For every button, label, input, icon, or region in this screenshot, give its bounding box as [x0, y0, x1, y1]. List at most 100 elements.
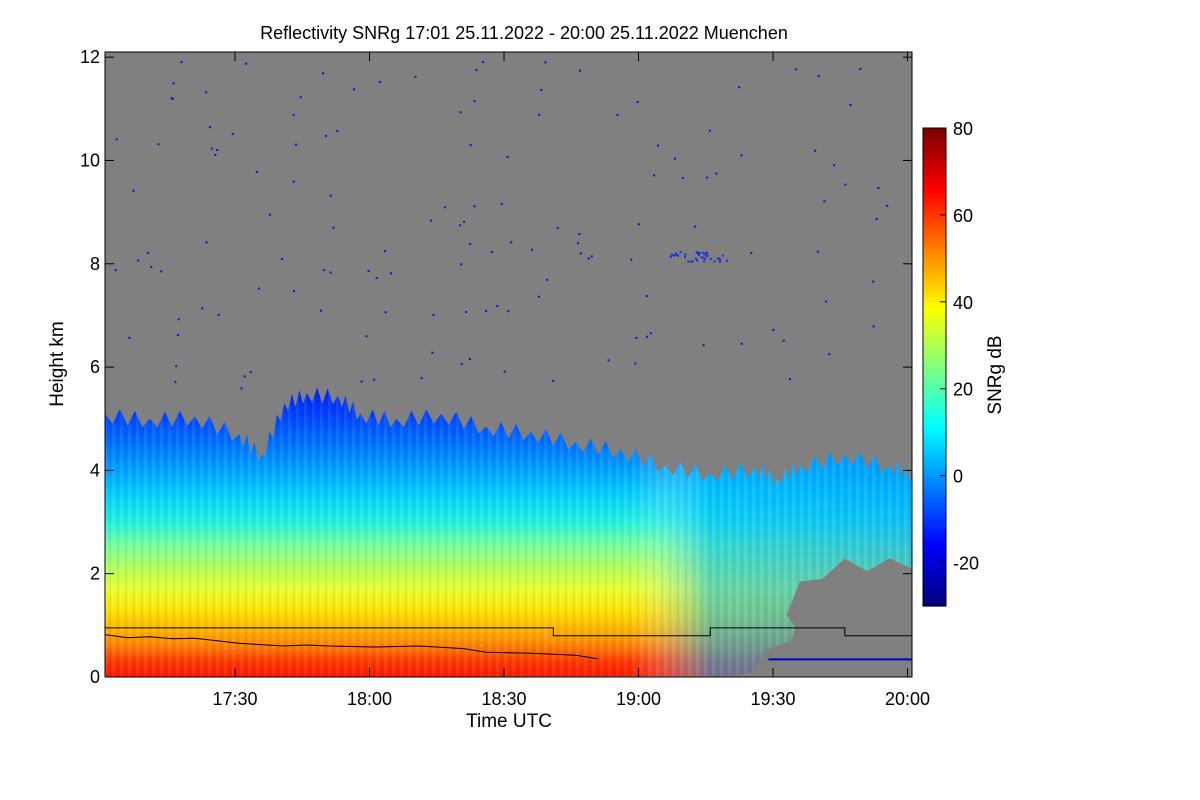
cloud-fragment — [705, 254, 708, 257]
noise-speck — [859, 67, 862, 70]
noise-speck — [216, 149, 219, 151]
noise-speck — [825, 300, 828, 303]
colorbar-band — [923, 141, 946, 146]
y-tick-label: 12 — [80, 47, 100, 67]
colorbar-band — [923, 406, 946, 412]
colorbar-band — [923, 579, 946, 585]
noise-speck — [243, 375, 246, 378]
colorbar-tick-label: 20 — [953, 380, 973, 400]
noise-speck — [365, 335, 368, 338]
x-tick-label: 18:00 — [347, 689, 392, 709]
noise-speck — [325, 134, 327, 137]
y-tick-label: 8 — [90, 254, 100, 274]
colorbar-band — [923, 449, 946, 455]
noise-speck — [322, 72, 325, 75]
cloud-fragment — [675, 254, 677, 257]
colorbar-band — [923, 288, 946, 294]
colorbar-gradient — [923, 128, 946, 607]
noise-speck — [214, 154, 217, 156]
noise-speck — [637, 223, 640, 226]
noise-speck — [280, 258, 283, 260]
colorbar-band — [923, 301, 946, 307]
noise-speck — [414, 75, 417, 78]
colorbar-band — [923, 445, 946, 451]
colorbar-band — [923, 171, 946, 177]
noise-speck — [147, 251, 150, 254]
noise-speck — [694, 225, 697, 228]
colorbar-band — [923, 532, 946, 538]
cloud-fragment — [718, 258, 720, 261]
noise-speck — [249, 371, 252, 374]
colorbar-band — [923, 254, 946, 259]
noise-speck — [201, 307, 204, 310]
colorbar-band — [923, 423, 946, 429]
noise-speck — [245, 62, 248, 65]
cloud-fragment — [670, 253, 673, 256]
cloud-fragment — [704, 252, 707, 255]
noise-speck — [292, 180, 295, 183]
cloud-fragment — [719, 261, 721, 263]
colorbar-band — [923, 397, 946, 403]
noise-speck — [332, 226, 335, 229]
colorbar-band — [923, 197, 946, 203]
colorbar-band — [923, 414, 946, 420]
noise-speck — [740, 342, 743, 345]
noise-speck — [171, 97, 174, 100]
noise-speck — [177, 318, 180, 321]
noise-speck — [170, 97, 173, 100]
noise-speck — [375, 277, 378, 280]
cloud-fragment — [691, 260, 694, 263]
noise-speck — [789, 378, 791, 381]
noise-speck — [157, 143, 160, 146]
noise-speck — [473, 205, 476, 208]
noise-speck — [459, 111, 462, 114]
noise-speck — [531, 248, 533, 251]
cloud-fragment — [703, 260, 706, 263]
noise-speck — [630, 258, 633, 261]
colorbar-band — [923, 375, 946, 381]
noise-speck — [844, 183, 847, 186]
colorbar-tick-label: 80 — [953, 119, 973, 139]
y-tick-label: 10 — [80, 150, 100, 170]
colorbar-band — [923, 297, 946, 303]
noise-speck — [738, 86, 741, 89]
noise-speck — [432, 314, 435, 317]
noise-speck — [579, 252, 582, 255]
colorbar-band — [923, 149, 946, 155]
cloud-fragment — [713, 260, 716, 263]
colorbar-band — [923, 458, 946, 464]
noise-speck — [877, 186, 880, 189]
y-tick-label: 4 — [90, 460, 100, 480]
noise-speck — [329, 194, 332, 197]
colorbar-band — [923, 262, 946, 268]
colorbar-band — [923, 258, 946, 264]
noise-speck — [115, 138, 118, 141]
colorbar-band — [923, 519, 946, 525]
colorbar-band — [923, 488, 946, 494]
colorbar-band — [923, 284, 946, 290]
colorbar-band — [923, 275, 946, 281]
noise-speck — [231, 132, 234, 135]
noise-speck — [323, 269, 326, 272]
colorbar-band — [923, 349, 946, 355]
noise-speck — [240, 387, 243, 390]
noise-speck — [255, 170, 258, 173]
colorbar-band — [923, 514, 946, 520]
colorbar-band — [923, 249, 946, 255]
noise-speck — [579, 69, 581, 72]
colorbar-band — [923, 510, 946, 516]
noise-speck — [292, 113, 295, 116]
noise-speck — [459, 224, 462, 227]
colorbar-band — [923, 601, 946, 607]
colorbar-band — [923, 592, 946, 598]
noise-speck — [469, 144, 472, 147]
colorbar-band — [923, 479, 946, 485]
colorbar-band — [923, 571, 946, 577]
noise-speck — [587, 257, 590, 260]
cloud-fragment — [672, 254, 675, 257]
noise-speck — [172, 82, 175, 85]
noise-speck — [657, 144, 659, 147]
colorbar-band — [923, 336, 946, 342]
noise-speck — [320, 309, 322, 312]
noise-speck — [490, 251, 493, 253]
